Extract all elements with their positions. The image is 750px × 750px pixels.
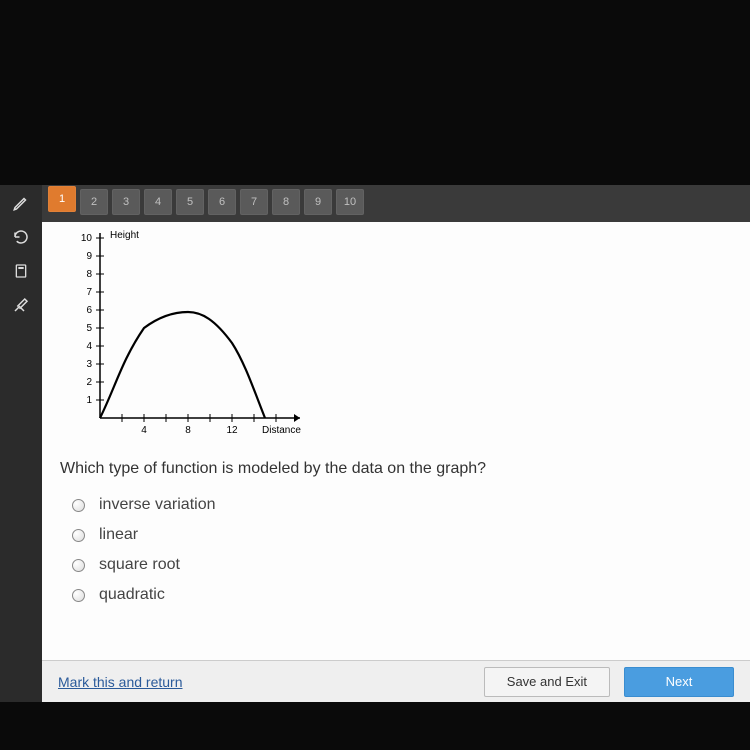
svg-text:4: 4 [86,341,92,352]
tab-4[interactable]: 4 [144,189,172,215]
option-label: quadratic [99,586,165,604]
radio-icon[interactable] [72,589,85,602]
svg-text:2: 2 [86,377,92,388]
option-linear[interactable]: linear [72,526,732,544]
radio-icon[interactable] [72,529,85,542]
xtick-8: 8 [185,425,191,436]
svg-text:6: 6 [86,305,92,316]
tab-5[interactable]: 5 [176,189,204,215]
footer-bar: Mark this and return Save and Exit Next [42,660,750,702]
tab-9[interactable]: 9 [304,189,332,215]
answer-options: inverse variation linear square root qua… [72,496,732,604]
radio-icon[interactable] [72,559,85,572]
x-axis-label: Distance [262,425,301,436]
save-exit-button[interactable]: Save and Exit [484,667,610,697]
tab-2[interactable]: 2 [80,189,108,215]
svg-text:5: 5 [86,323,92,334]
mark-return-link[interactable]: Mark this and return [58,674,183,690]
function-graph: 1 2 3 4 5 6 7 8 9 10 [60,228,320,438]
svg-text:8: 8 [86,269,92,280]
pencil-icon[interactable] [11,193,31,213]
option-square-root[interactable]: square root [72,556,732,574]
tab-1[interactable]: 1 [48,186,76,212]
option-quadratic[interactable]: quadratic [72,586,732,604]
question-content: 1 2 3 4 5 6 7 8 9 10 [42,222,750,702]
svg-text:1: 1 [86,395,92,406]
svg-text:3: 3 [86,359,92,370]
eraser-icon[interactable] [11,295,31,315]
next-button[interactable]: Next [624,667,734,697]
tab-6[interactable]: 6 [208,189,236,215]
y-axis-label: Height [110,230,139,241]
option-inverse-variation[interactable]: inverse variation [72,496,732,514]
tab-3[interactable]: 3 [112,189,140,215]
question-text: Which type of function is modeled by the… [60,460,732,478]
bottom-blackbar [0,702,750,750]
calculator-icon[interactable] [11,261,31,281]
xtick-12: 12 [226,425,238,436]
tab-8[interactable]: 8 [272,189,300,215]
radio-icon[interactable] [72,499,85,512]
option-label: inverse variation [99,496,216,514]
tab-7[interactable]: 7 [240,189,268,215]
top-blackbar [0,0,750,185]
question-nav-tabs: 1 2 3 4 5 6 7 8 9 10 [42,185,364,219]
left-sidebar [0,185,42,750]
refresh-icon[interactable] [11,227,31,247]
option-label: square root [99,556,180,574]
svg-text:10: 10 [81,233,93,244]
svg-text:9: 9 [86,251,92,262]
svg-text:7: 7 [86,287,92,298]
tab-10[interactable]: 10 [336,189,364,215]
option-label: linear [99,526,138,544]
xtick-4: 4 [141,425,147,436]
